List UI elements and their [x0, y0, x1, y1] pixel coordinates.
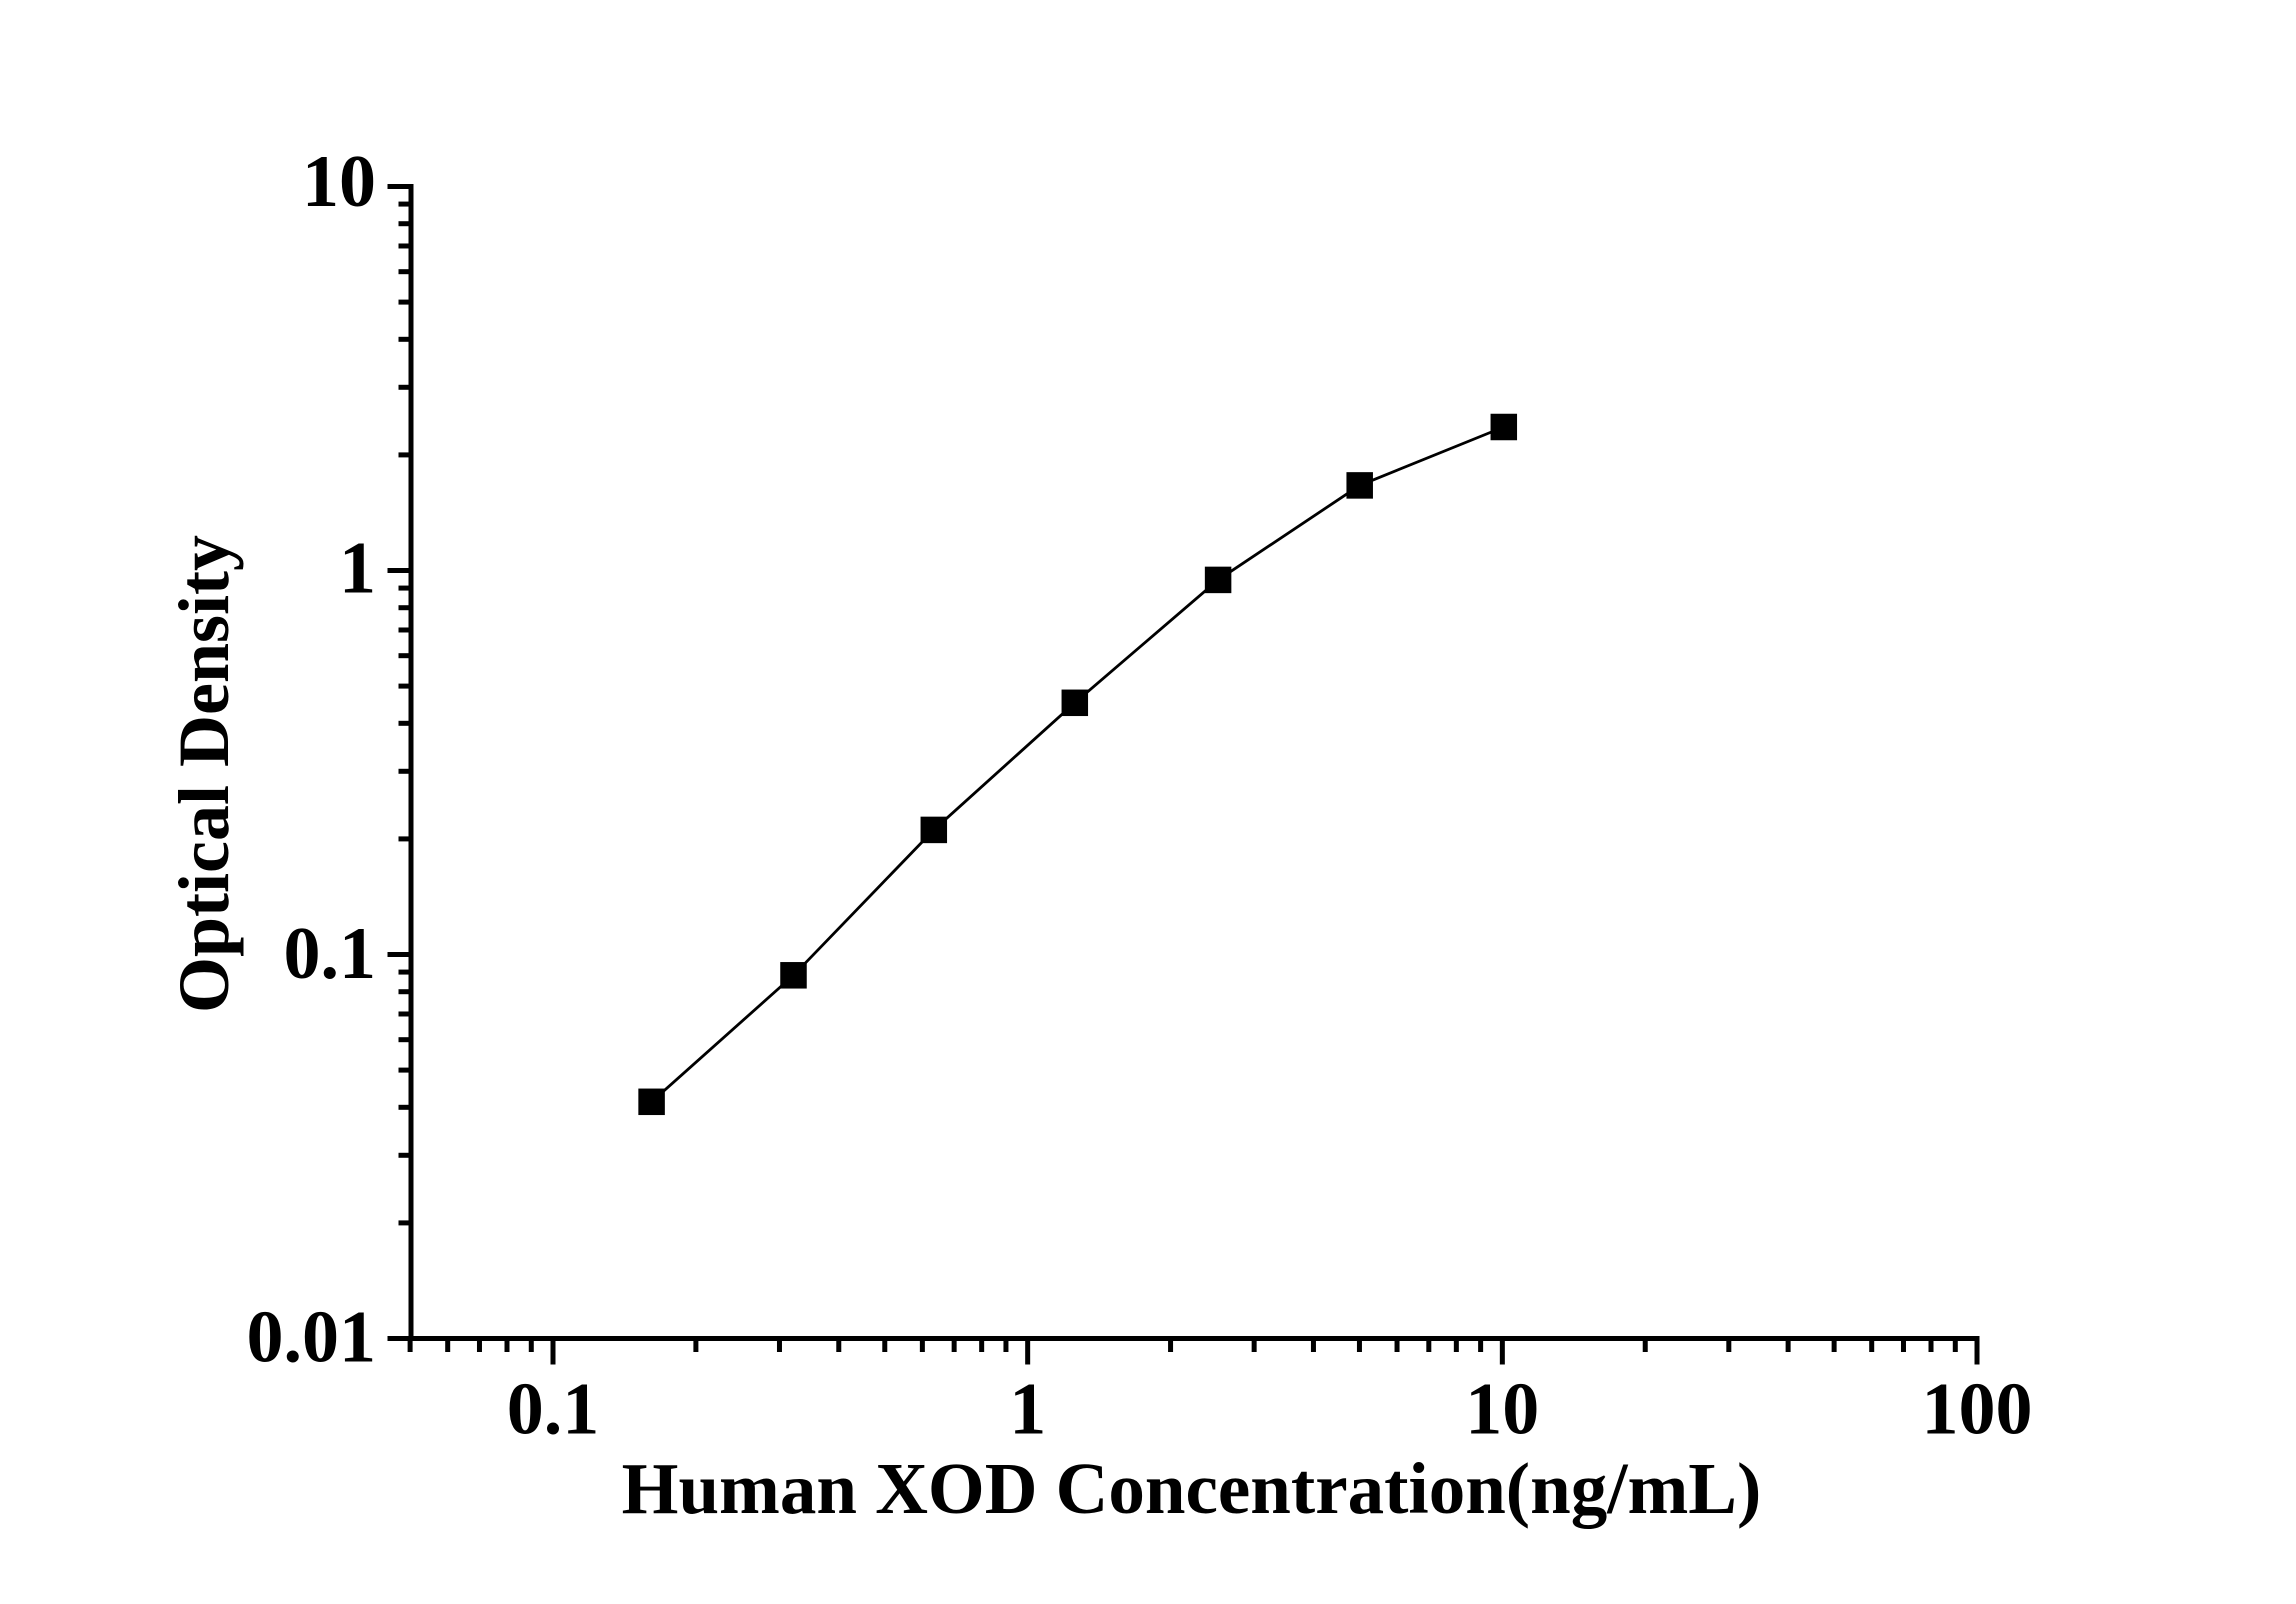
svg-text:10: 10 — [302, 141, 376, 223]
svg-text:1: 1 — [1009, 1369, 1046, 1451]
svg-text:Optical Density: Optical Density — [164, 535, 244, 1013]
svg-text:Human XOD Concentration(ng/mL): Human XOD Concentration(ng/mL) — [622, 1448, 1762, 1529]
svg-text:0.1: 0.1 — [284, 913, 377, 995]
svg-text:0.01: 0.01 — [247, 1297, 377, 1379]
svg-text:0.1: 0.1 — [507, 1369, 600, 1451]
svg-text:1: 1 — [339, 528, 376, 610]
svg-text:10: 10 — [1465, 1369, 1539, 1451]
svg-text:100: 100 — [1922, 1369, 2033, 1451]
